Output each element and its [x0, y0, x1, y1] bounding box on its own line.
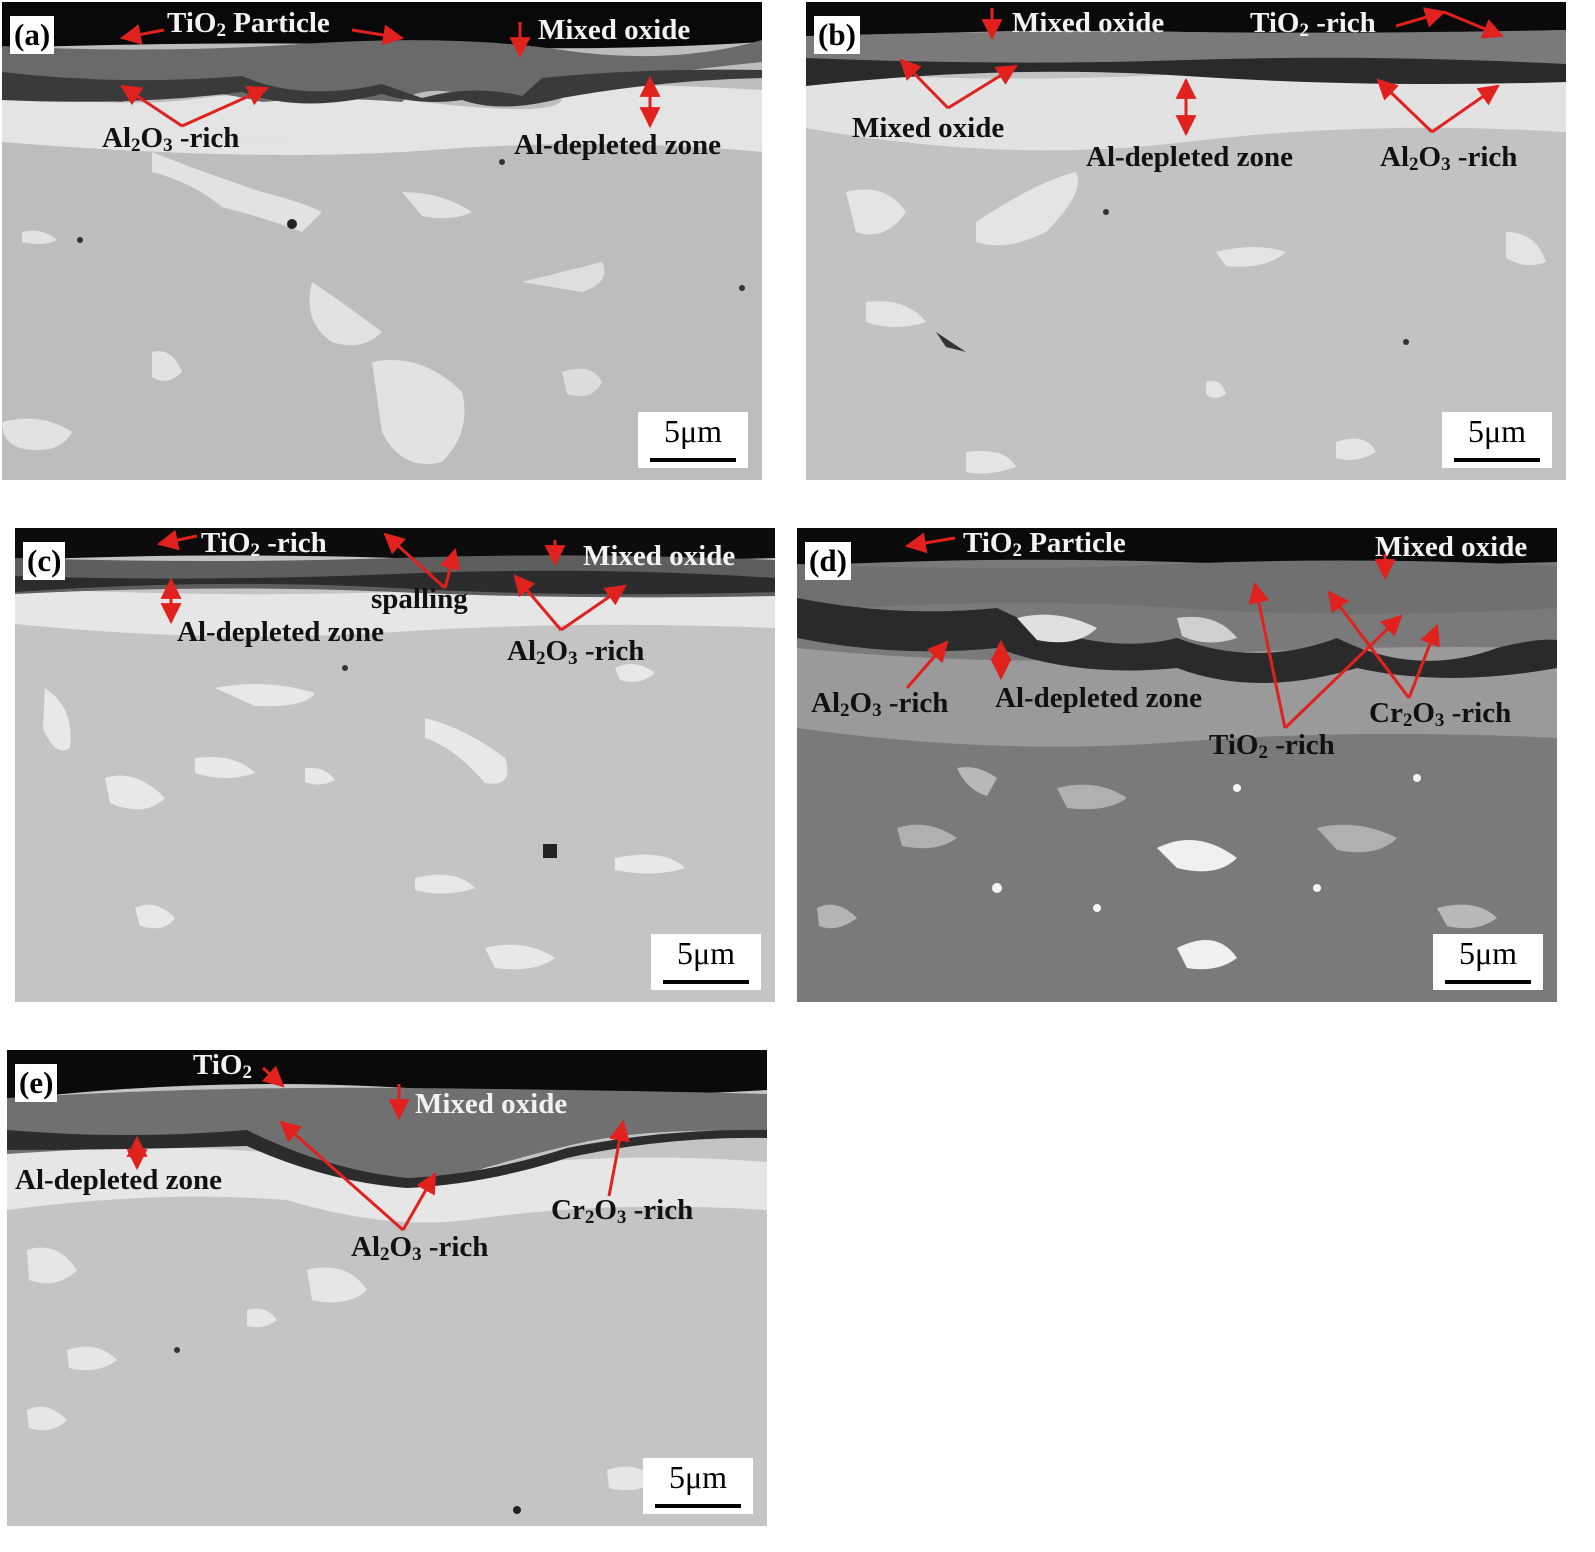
- label-al-depleted-b: Al-depleted zone: [1086, 141, 1293, 173]
- scale-text-e: 5μm: [668, 1459, 728, 1495]
- label-tio2-particle-d: TiO2 Particle: [963, 528, 1126, 561]
- scale-bar-d: 5μm: [1433, 934, 1543, 990]
- label-tio2-rich-b: TiO2 -rich: [1250, 7, 1376, 41]
- scale-bar-b: 5μm: [1442, 412, 1552, 468]
- panel-label-b: (b): [814, 16, 860, 54]
- scale-text-a: 5μm: [663, 413, 723, 449]
- label-al2o3-rich-e: Al2O3 -rich: [351, 1231, 489, 1265]
- scale-text-c: 5μm: [676, 935, 736, 971]
- panel-label-d: (d): [805, 542, 851, 580]
- label-al-depleted-d: Al-depleted zone: [995, 682, 1202, 714]
- label-tio2-particle-a: TiO2 Particle: [167, 7, 330, 41]
- label-mixed-oxide-a: Mixed oxide: [538, 14, 691, 46]
- scale-bar-e: 5μm: [643, 1458, 753, 1514]
- panel-a: (a) TiO2 Particle Mixed oxide Al2O3 -ric…: [2, 2, 762, 480]
- label-al2o3-rich-d: Al2O3 -rich: [811, 687, 949, 721]
- label-mixed-oxide-c: Mixed oxide: [583, 540, 736, 572]
- label-al-depleted-c: Al-depleted zone: [177, 616, 384, 648]
- label-mixed-oxide-e: Mixed oxide: [415, 1088, 568, 1120]
- label-cr2o3-rich-d: Cr2O3 -rich: [1369, 697, 1512, 731]
- panel-label-a: (a): [10, 16, 55, 54]
- panel-label-e: (e): [15, 1064, 58, 1102]
- label-al2o3-rich-a: Al2O3 -rich: [102, 122, 240, 156]
- label-tio2-e: TiO2: [193, 1050, 252, 1083]
- micrograph-a: [2, 2, 762, 480]
- annotation-arrows-d: [904, 532, 1440, 730]
- scale-bar-a: 5μm: [638, 412, 748, 468]
- annotation-arrows-a: [119, 22, 661, 129]
- label-mixed-oxide-d: Mixed oxide: [1375, 531, 1528, 563]
- panel-label-c: (c): [23, 542, 66, 580]
- label-al2o3-rich-b: Al2O3 -rich: [1380, 141, 1518, 175]
- scale-text-d: 5μm: [1458, 935, 1518, 971]
- micrograph-c: [15, 528, 775, 1002]
- panel-b: (b) Mixed oxide TiO2 -rich Mixed oxide A…: [806, 2, 1566, 480]
- panel-d: (d) TiO2 Particle Mixed oxide Al2O3 -ric…: [797, 528, 1557, 1002]
- micrograph-e: [7, 1050, 767, 1526]
- label-mixed-oxide-top-b: Mixed oxide: [1012, 7, 1165, 39]
- micrograph-d: [797, 528, 1557, 1002]
- scale-bar-c: 5μm: [651, 934, 761, 990]
- panel-c: (c) TiO2 -rich Mixed oxide spalling Al-d…: [15, 528, 775, 1002]
- label-tio2-rich-c: TiO2 -rich: [201, 528, 327, 561]
- label-al-depleted-a: Al-depleted zone: [514, 129, 721, 161]
- label-tio2-rich-d: TiO2 -rich: [1209, 729, 1335, 763]
- scale-text-b: 5μm: [1467, 413, 1527, 449]
- annotation-arrows-e: [126, 1065, 630, 1232]
- label-mixed-oxide-low-b: Mixed oxide: [852, 112, 1005, 144]
- label-al-depleted-e: Al-depleted zone: [15, 1164, 222, 1196]
- panel-e: (e) TiO2 Mixed oxide Al-depleted zone Cr…: [7, 1050, 767, 1526]
- label-cr2o3-rich-e: Cr2O3 -rich: [551, 1194, 694, 1228]
- annotation-arrows-c: [156, 529, 627, 632]
- label-al2o3-rich-c: Al2O3 -rich: [507, 635, 645, 669]
- label-spalling-c: spalling: [371, 583, 468, 615]
- annotation-arrows-b: [899, 7, 1504, 137]
